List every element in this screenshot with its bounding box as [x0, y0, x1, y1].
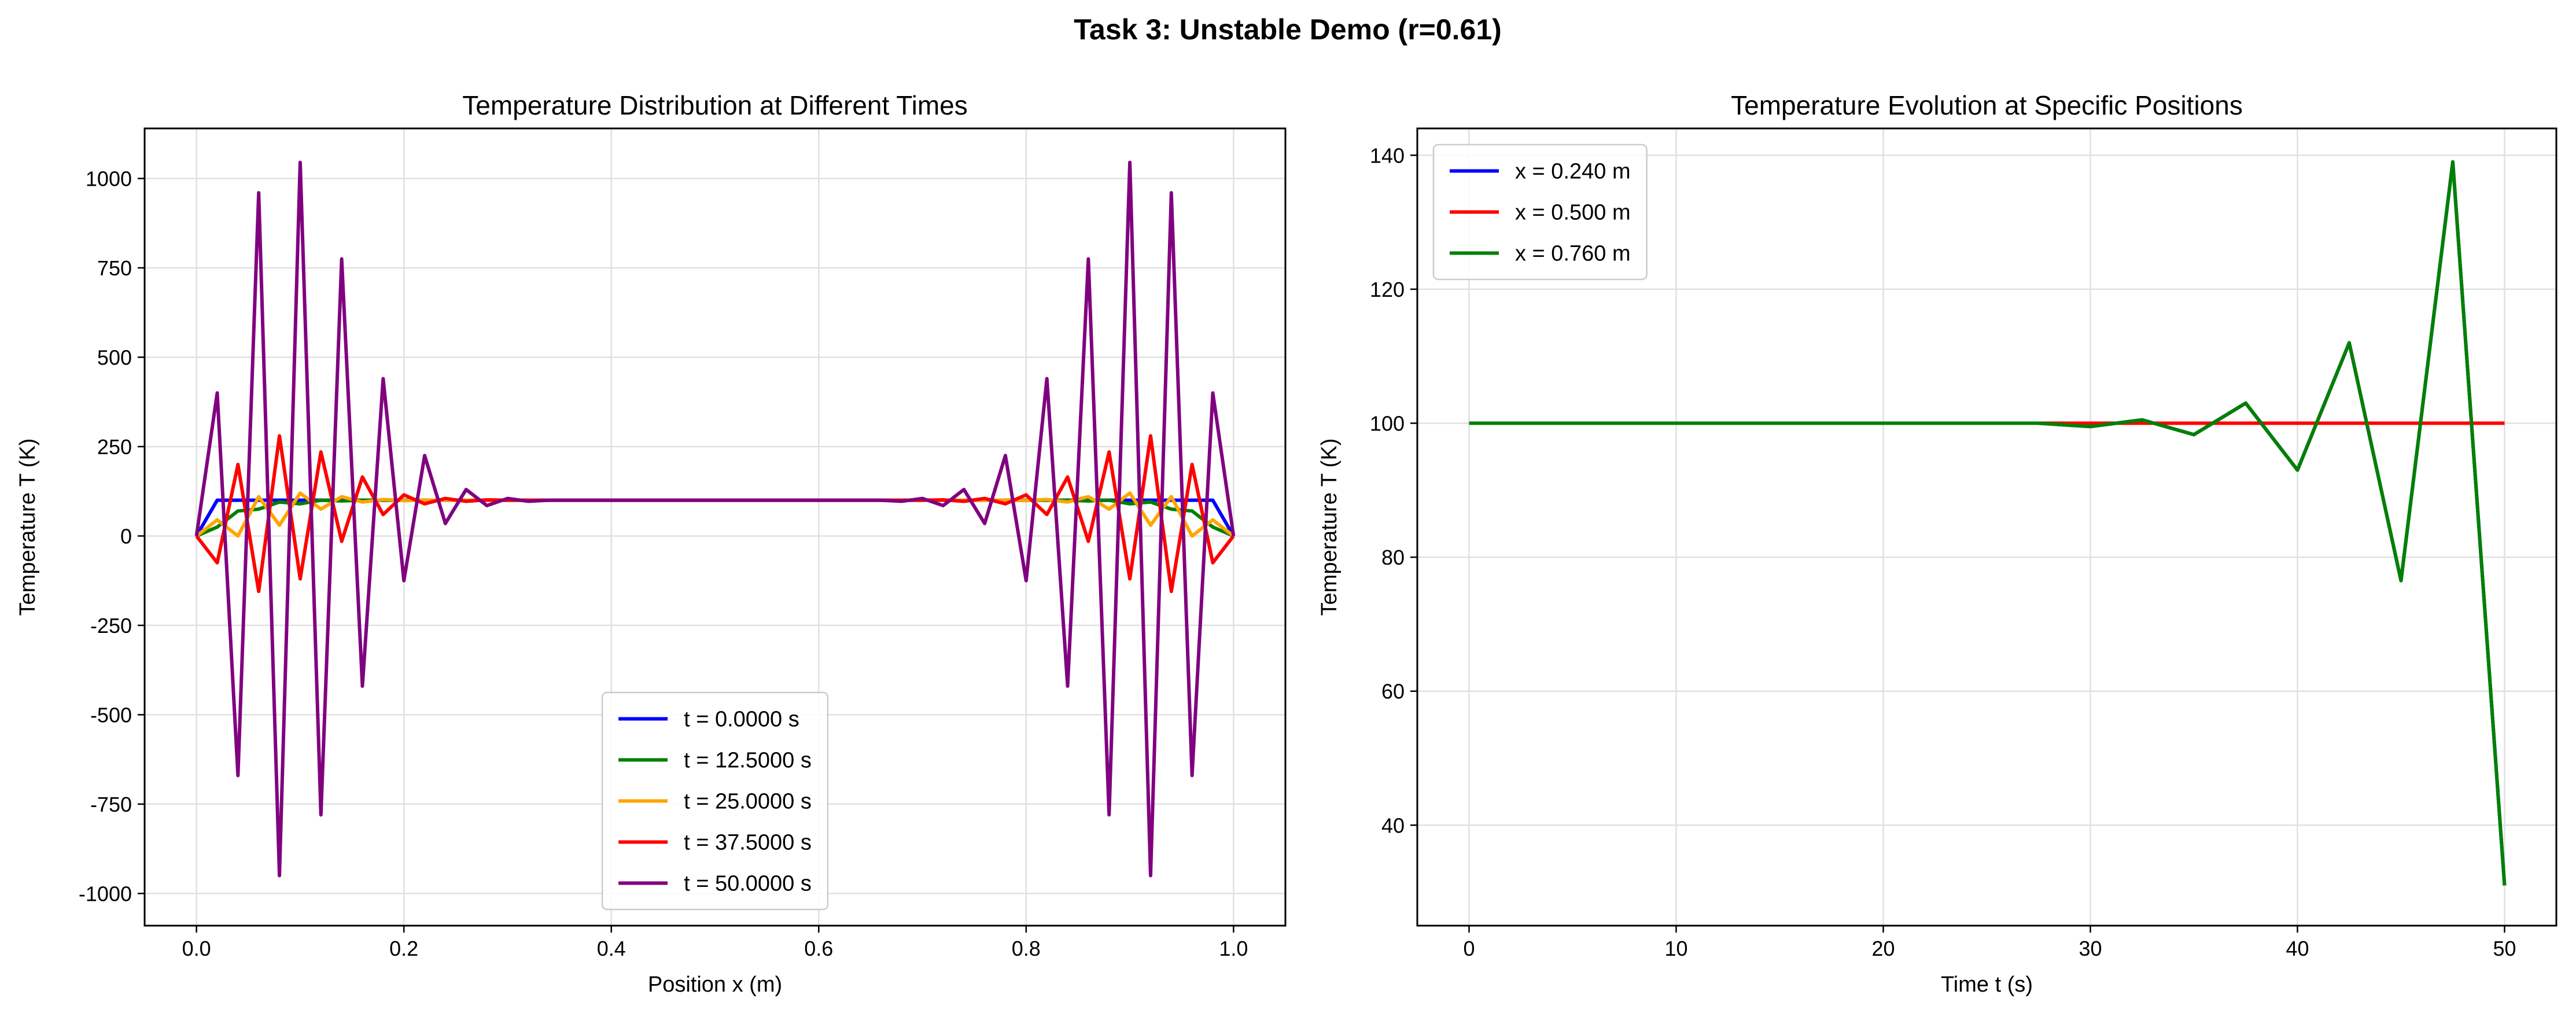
line-series: [1469, 160, 2507, 886]
x-tick-label: 50: [2493, 937, 2516, 960]
legend-label: x = 0.500 m: [1515, 201, 1631, 225]
legend-label: t = 50.0000 s: [684, 872, 812, 896]
x-tick-label: 0.8: [1012, 937, 1041, 960]
legend-label: t = 0.0000 s: [684, 708, 799, 732]
x-tick-label: 10: [1664, 937, 1687, 960]
x-tick-label: 0.4: [597, 937, 626, 960]
line-series: [194, 160, 1236, 878]
x-tick-label: 0: [1463, 937, 1475, 960]
legend-label: t = 12.5000 s: [684, 749, 812, 773]
x-tick-label: 30: [2079, 937, 2102, 960]
axes-frame: [1416, 127, 2557, 927]
legend: x = 0.240 m x = 0.500 m x = 0.760 m: [1432, 143, 1648, 281]
axes-title: Temperature Distribution at Different Ti…: [462, 90, 968, 120]
legend-label: t = 25.0000 s: [684, 790, 812, 814]
legend-box: [601, 691, 829, 911]
y-tick-label: 500: [97, 345, 132, 369]
axes: 0 10 20 30 40 50 40 60 80 100 120 140 Temperature Ev…: [1317, 90, 2557, 997]
x-tick-label: 1.0: [1219, 937, 1248, 960]
y-tick-label: -750: [90, 793, 132, 816]
y-tick-label: 80: [1381, 546, 1405, 569]
legend-label: x = 0.760 m: [1515, 242, 1631, 266]
x-tick-label: 20: [1871, 937, 1895, 960]
x-tick-label: 0.2: [389, 937, 418, 960]
x-tick-label: 40: [2286, 937, 2309, 960]
x-axis-label: Position x (m): [648, 973, 782, 997]
y-tick-label: 250: [97, 435, 132, 459]
y-tick-label: 1000: [86, 167, 132, 191]
y-tick-label: 100: [1370, 412, 1405, 436]
y-tick-label: -250: [90, 614, 132, 638]
y-tick-label: 120: [1370, 278, 1405, 301]
y-tick-label: 40: [1381, 813, 1405, 837]
figure-title: Task 3: Unstable Demo (r=0.61): [1074, 13, 1502, 46]
legend-box: [1432, 143, 1648, 281]
legend: t = 0.0000 s t = 12.5000 s t = 25.0000 s t …: [601, 691, 829, 911]
axes-title: Temperature Evolution at Specific Positi…: [1731, 90, 2243, 120]
x-tick-label: 0.6: [804, 937, 833, 960]
y-tick-label: 750: [97, 256, 132, 280]
y-axis-label: Temperature T (K): [1317, 439, 1342, 616]
y-tick-label: 0: [120, 524, 132, 548]
x-axis-label: Time t (s): [1941, 973, 2033, 997]
x-tick-label: 0.0: [182, 937, 211, 960]
axes: 0.0 0.2 0.4 0.6 0.8 1.0 -1000 -750 -500 -250 0 250 5…: [16, 90, 1287, 997]
legend-label: t = 37.5000 s: [684, 831, 812, 855]
y-axis-label: Temperature T (K): [16, 439, 40, 616]
y-tick-label: 140: [1370, 143, 1405, 167]
y-tick-label: 60: [1381, 680, 1405, 703]
y-tick-label: -1000: [79, 882, 132, 905]
axes-frame: [143, 127, 1287, 927]
legend-label: x = 0.240 m: [1515, 160, 1631, 184]
y-tick-label: -500: [90, 703, 132, 727]
